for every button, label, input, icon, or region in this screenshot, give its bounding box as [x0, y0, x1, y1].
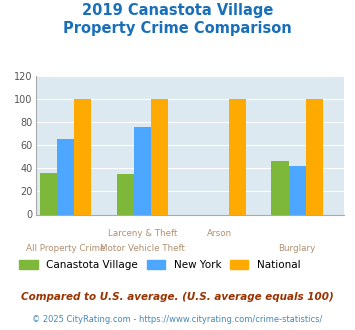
Text: Arson: Arson [207, 229, 233, 238]
Text: 2019 Canastota Village
Property Crime Comparison: 2019 Canastota Village Property Crime Co… [63, 3, 292, 36]
Bar [272, 161, 289, 214]
Text: © 2025 CityRating.com - https://www.cityrating.com/crime-statistics/: © 2025 CityRating.com - https://www.city… [32, 315, 323, 324]
Bar [74, 99, 91, 214]
Text: Motor Vehicle Theft: Motor Vehicle Theft [100, 244, 185, 252]
Bar [57, 139, 74, 214]
Text: Burglary: Burglary [279, 244, 316, 252]
Bar [151, 99, 169, 214]
Bar [229, 99, 246, 214]
Bar [117, 174, 134, 214]
Text: All Property Crime: All Property Crime [26, 244, 105, 252]
Bar [40, 173, 57, 214]
Text: Compared to U.S. average. (U.S. average equals 100): Compared to U.S. average. (U.S. average … [21, 292, 334, 302]
Text: Larceny & Theft: Larceny & Theft [108, 229, 178, 238]
Bar [134, 127, 151, 214]
Bar [289, 166, 306, 214]
Bar [306, 99, 323, 214]
Legend: Canastota Village, New York, National: Canastota Village, New York, National [20, 260, 300, 270]
